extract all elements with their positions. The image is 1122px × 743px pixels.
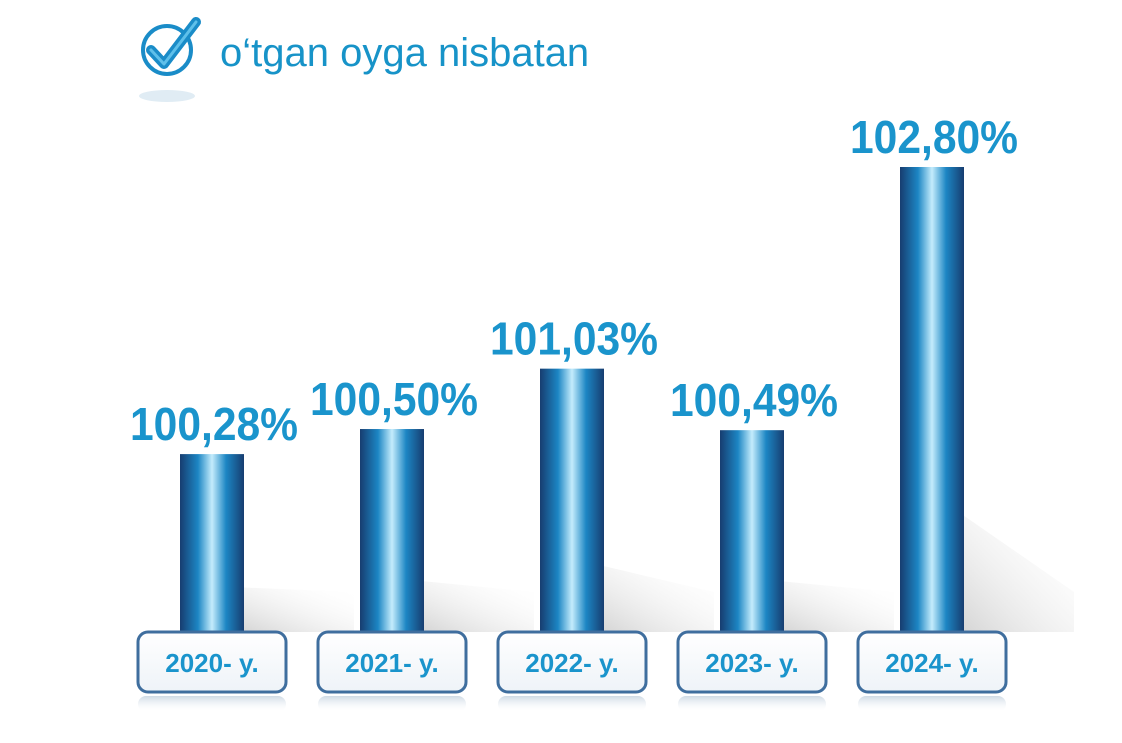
category-box <box>136 630 288 694</box>
bar <box>900 167 964 632</box>
value-label: 102,80% <box>850 111 1018 163</box>
category-label: 2023- y. <box>705 648 798 678</box>
bar-group: 102,80% 2024- y. <box>850 111 1074 712</box>
value-label: 100,49% <box>670 374 838 426</box>
title-group: o‘tgan oyga nisbatan <box>139 17 589 102</box>
bar <box>540 368 604 632</box>
bar-shadow <box>244 587 354 632</box>
bars-layer: 100,28% 2020- y. 100,50% 2021- y. 101,03% 202… <box>130 111 1074 712</box>
category-label: 2024- y. <box>885 648 978 678</box>
bar-group: 100,49% 2023- y. <box>670 374 894 712</box>
value-label: 100,50% <box>310 373 478 425</box>
category-box <box>676 630 828 694</box>
category-label: 2021- y. <box>345 648 438 678</box>
bar-group: 100,28% 2020- y. <box>130 398 354 712</box>
bar <box>360 429 424 632</box>
value-label: 101,03% <box>490 313 658 365</box>
bar-group: 101,03% 2022- y. <box>490 313 714 712</box>
value-label: 100,28% <box>130 398 298 450</box>
bar-shadow <box>964 515 1074 632</box>
category-label: 2020- y. <box>165 648 258 678</box>
category-box-reflection <box>138 696 286 712</box>
bar <box>180 454 244 632</box>
category-box <box>316 630 468 694</box>
category-box <box>856 630 1008 694</box>
bar-shadow <box>784 581 894 632</box>
bar-shadow <box>424 581 534 632</box>
category-box-reflection <box>498 696 646 712</box>
category-label: 2022- y. <box>525 648 618 678</box>
category-box-reflection <box>318 696 466 712</box>
category-box-reflection <box>858 696 1006 712</box>
category-box <box>496 630 648 694</box>
chart-title: o‘tgan oyga nisbatan <box>220 31 589 75</box>
bar-group: 100,50% 2021- y. <box>310 373 534 712</box>
checkmark-circle-icon <box>139 17 201 102</box>
category-box-reflection <box>678 696 826 712</box>
bar <box>720 430 784 632</box>
bar-shadow <box>604 566 714 632</box>
